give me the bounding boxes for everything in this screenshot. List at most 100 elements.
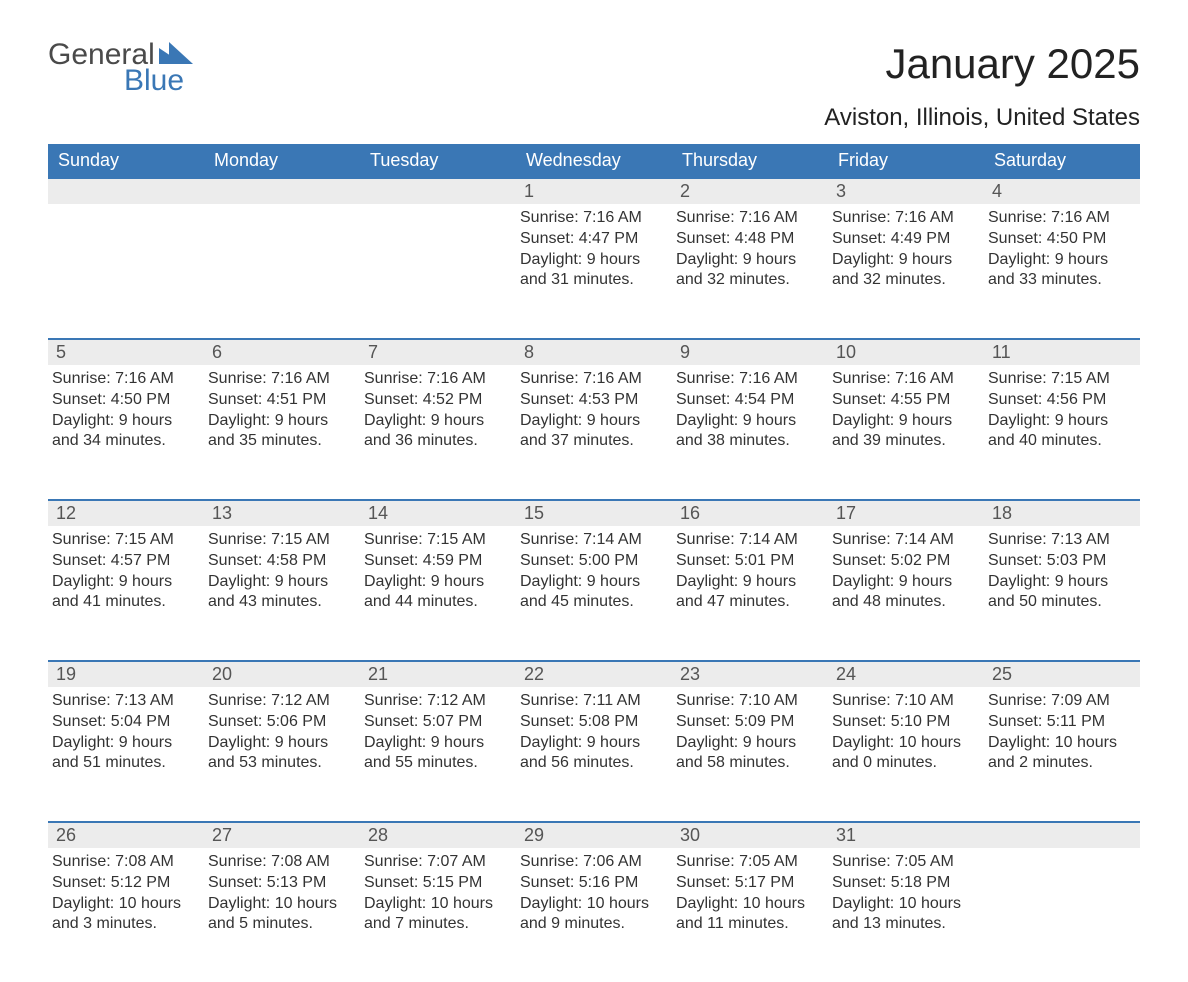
sunrise-line: Sunrise: 7:15 AM	[364, 531, 486, 548]
day-number: 29	[516, 821, 672, 848]
empty-day	[204, 177, 360, 204]
daylight-line: Daylight: 9 hours and 41 minutes.	[52, 573, 172, 611]
day-number: 1	[516, 177, 672, 204]
daylight-line: Daylight: 10 hours and 13 minutes.	[832, 895, 961, 933]
day-number: 23	[672, 660, 828, 687]
daylight-line: Daylight: 9 hours and 55 minutes.	[364, 734, 484, 772]
sunrise-line: Sunrise: 7:15 AM	[52, 531, 174, 548]
daylight-line: Daylight: 9 hours and 56 minutes.	[520, 734, 640, 772]
day-cell: Sunrise: 7:06 AMSunset: 5:16 PMDaylight:…	[516, 848, 672, 949]
empty-day	[984, 821, 1140, 848]
weekday-header: Sunday	[48, 144, 204, 177]
day-cell: Sunrise: 7:16 AMSunset: 4:52 PMDaylight:…	[360, 365, 516, 466]
sunrise-line: Sunrise: 7:07 AM	[364, 853, 486, 870]
day-number: 5	[48, 338, 204, 365]
day-cell: Sunrise: 7:05 AMSunset: 5:18 PMDaylight:…	[828, 848, 984, 949]
sunset-line: Sunset: 5:18 PM	[832, 874, 950, 891]
sunrise-line: Sunrise: 7:13 AM	[988, 531, 1110, 548]
logo: General Blue	[48, 40, 193, 96]
empty-day	[48, 177, 204, 204]
sunset-line: Sunset: 5:00 PM	[520, 552, 638, 569]
day-number: 26	[48, 821, 204, 848]
logo-word-blue: Blue	[48, 66, 193, 96]
header: General Blue January 2025	[48, 40, 1140, 96]
day-number: 8	[516, 338, 672, 365]
day-cell: Sunrise: 7:14 AMSunset: 5:02 PMDaylight:…	[828, 526, 984, 627]
day-number: 2	[672, 177, 828, 204]
daylight-line: Daylight: 9 hours and 58 minutes.	[676, 734, 796, 772]
sunset-line: Sunset: 5:01 PM	[676, 552, 794, 569]
day-cell: Sunrise: 7:05 AMSunset: 5:17 PMDaylight:…	[672, 848, 828, 949]
day-cell: Sunrise: 7:13 AMSunset: 5:03 PMDaylight:…	[984, 526, 1140, 627]
sunset-line: Sunset: 5:08 PM	[520, 713, 638, 730]
day-number: 17	[828, 499, 984, 526]
sunrise-line: Sunrise: 7:16 AM	[676, 370, 798, 387]
daylight-line: Daylight: 10 hours and 5 minutes.	[208, 895, 337, 933]
day-number: 27	[204, 821, 360, 848]
sunrise-line: Sunrise: 7:15 AM	[988, 370, 1110, 387]
day-cell: Sunrise: 7:14 AM Sunset: 5:00 PM Daylight:…	[516, 526, 672, 627]
daylight-line: Daylight: 10 hours and 0 minutes.	[832, 734, 961, 772]
weekday-header: Wednesday	[516, 144, 672, 177]
day-number: 30	[672, 821, 828, 848]
sunrise-line: Sunrise: 7:16 AM	[988, 209, 1110, 226]
day-cell: Sunrise: 7:15 AMSunset: 4:59 PMDaylight:…	[360, 526, 516, 627]
sunrise-line: Sunrise: 7:16 AM	[832, 209, 954, 226]
sunset-line: Sunset: 5:10 PM	[832, 713, 950, 730]
daylight-line: Daylight: 10 hours and 2 minutes.	[988, 734, 1117, 772]
day-cell: Sunrise: 7:08 AMSunset: 5:13 PMDaylight:…	[204, 848, 360, 949]
sunset-line: Sunset: 4:59 PM	[364, 552, 482, 569]
daylight-line: Daylight: 9 hours and 38 minutes.	[676, 412, 796, 450]
sunrise-line: Sunrise: 7:10 AM	[676, 692, 798, 709]
sunset-line: Sunset: 5:11 PM	[988, 713, 1105, 730]
daylight-line: Daylight: 9 hours and 47 minutes.	[676, 573, 796, 611]
day-number: 4	[984, 177, 1140, 204]
sunrise-line: Sunrise: 7:10 AM	[832, 692, 954, 709]
sunrise-line: Sunrise: 7:12 AM	[364, 692, 486, 709]
sunset-line: Sunset: 5:09 PM	[676, 713, 794, 730]
sunset-line: Sunset: 5:04 PM	[52, 713, 170, 730]
day-cell: Sunrise: 7:07 AMSunset: 5:15 PMDaylight:…	[360, 848, 516, 949]
day-number: 28	[360, 821, 516, 848]
daylight-line: Daylight: 9 hours and 48 minutes.	[832, 573, 952, 611]
sunrise-line: Sunrise: 7:14 AM	[520, 531, 642, 548]
daylight-line: Daylight: 9 hours and 36 minutes.	[364, 412, 484, 450]
day-number: 15	[516, 499, 672, 526]
day-cell: Sunrise: 7:16 AM Sunset: 4:54 PM Daylight:…	[672, 365, 828, 466]
daylight-line: Daylight: 9 hours and 45 minutes.	[520, 573, 640, 611]
sunset-line: Sunset: 4:54 PM	[676, 391, 794, 408]
day-cell: Sunrise: 7:16 AM Sunset: 4:49 PM Daylight:…	[828, 204, 984, 305]
day-cell: Sunrise: 7:09 AMSunset: 5:11 PMDaylight:…	[984, 687, 1140, 788]
daylight-line: Daylight: 9 hours and 32 minutes.	[832, 251, 952, 289]
daylight-line: Daylight: 9 hours and 40 minutes.	[988, 412, 1108, 450]
day-number: 13	[204, 499, 360, 526]
sunset-line: Sunset: 5:16 PM	[520, 874, 638, 891]
sunrise-line: Sunrise: 7:16 AM	[208, 370, 330, 387]
day-cell: Sunrise: 7:16 AMSunset: 4:53 PMDaylight:…	[516, 365, 672, 466]
sunset-line: Sunset: 5:07 PM	[364, 713, 482, 730]
day-number: 25	[984, 660, 1140, 687]
day-cell: Sunrise: 7:10 AM Sunset: 5:10 PM Daylight:…	[828, 687, 984, 788]
day-number: 18	[984, 499, 1140, 526]
sunrise-line: Sunrise: 7:14 AM	[676, 531, 798, 548]
day-cell: Sunrise: 7:16 AMSunset: 4:50 PMDaylight:…	[48, 365, 204, 466]
day-cell: Sunrise: 7:16 AMSunset: 4:48 PMDaylight:…	[672, 204, 828, 305]
sunrise-line: Sunrise: 7:15 AM	[208, 531, 330, 548]
sunset-line: Sunset: 5:06 PM	[208, 713, 326, 730]
sunset-line: Sunset: 4:50 PM	[52, 391, 170, 408]
sunset-line: Sunset: 4:47 PM	[520, 230, 638, 247]
sunrise-line: Sunrise: 7:05 AM	[676, 853, 798, 870]
sunset-line: Sunset: 4:50 PM	[988, 230, 1106, 247]
daylight-line: Daylight: 10 hours and 3 minutes.	[52, 895, 181, 933]
daylight-line: Daylight: 10 hours and 9 minutes.	[520, 895, 649, 933]
sunset-line: Sunset: 4:55 PM	[832, 391, 950, 408]
sunrise-line: Sunrise: 7:11 AM	[520, 692, 641, 709]
sunset-line: Sunset: 4:49 PM	[832, 230, 950, 247]
day-number: 12	[48, 499, 204, 526]
day-number: 7	[360, 338, 516, 365]
month-title: January 2025	[885, 40, 1140, 88]
sunset-line: Sunset: 4:48 PM	[676, 230, 794, 247]
daylight-line: Daylight: 10 hours and 7 minutes.	[364, 895, 493, 933]
daylight-line: Daylight: 9 hours and 39 minutes.	[832, 412, 952, 450]
daylight-line: Daylight: 9 hours and 33 minutes.	[988, 251, 1108, 289]
